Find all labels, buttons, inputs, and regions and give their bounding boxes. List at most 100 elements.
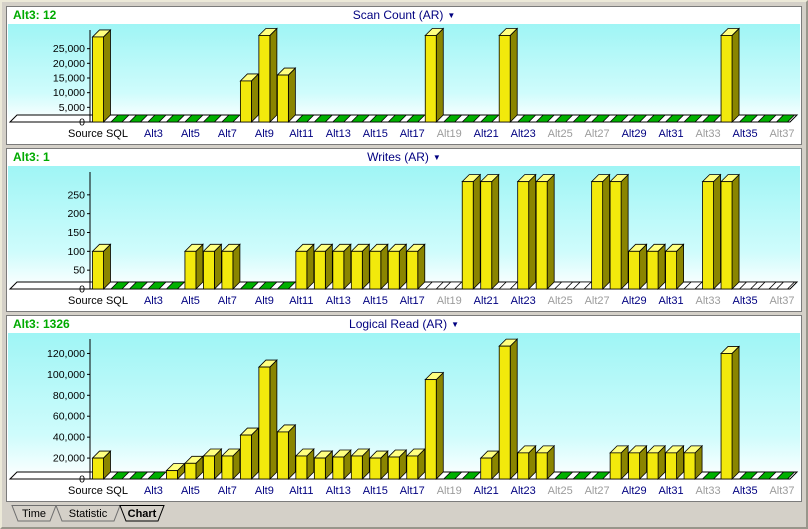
bar[interactable]	[479, 114, 500, 123]
bar[interactable]	[202, 448, 223, 480]
bar[interactable]	[350, 243, 371, 290]
bar[interactable]	[664, 114, 685, 123]
bar[interactable]	[165, 114, 186, 123]
bar[interactable]	[313, 114, 334, 123]
bar[interactable]	[110, 114, 130, 123]
bar[interactable]	[461, 471, 482, 480]
bar[interactable]	[257, 27, 278, 123]
bar[interactable]	[609, 444, 630, 480]
bar[interactable]	[165, 281, 186, 290]
bar[interactable]	[590, 114, 611, 123]
bar[interactable]	[183, 455, 204, 480]
tab-chart-label[interactable]: Chart	[128, 508, 157, 520]
bar[interactable]	[757, 281, 777, 290]
bar[interactable]	[424, 371, 445, 480]
bar[interactable]	[775, 114, 796, 123]
bar[interactable]	[128, 281, 149, 290]
bar[interactable]	[128, 114, 149, 123]
bar[interactable]	[590, 471, 611, 480]
bar[interactable]	[461, 114, 482, 123]
tab-chart[interactable]	[119, 505, 165, 522]
bar[interactable]	[664, 444, 685, 480]
bar[interactable]	[368, 114, 389, 123]
bar[interactable]	[146, 114, 167, 123]
bar[interactable]	[183, 114, 204, 123]
bar[interactable]	[405, 448, 426, 480]
bar[interactable]	[442, 471, 463, 480]
bar[interactable]	[627, 243, 648, 290]
bar[interactable]	[294, 114, 315, 123]
bar[interactable]	[331, 243, 352, 290]
bar[interactable]	[387, 114, 408, 123]
bar[interactable]	[535, 114, 556, 123]
tab-time[interactable]	[11, 505, 57, 522]
bar[interactable]	[146, 281, 167, 290]
bar[interactable]	[442, 114, 463, 123]
bar[interactable]	[498, 27, 519, 123]
bar[interactable]	[516, 173, 537, 290]
bar[interactable]	[609, 173, 630, 290]
bar[interactable]	[479, 173, 500, 290]
bar[interactable]	[442, 281, 463, 290]
bar[interactable]	[609, 114, 630, 123]
bar[interactable]	[91, 243, 112, 290]
bar[interactable]	[572, 281, 593, 290]
bar[interactable]	[257, 281, 278, 290]
bar[interactable]	[294, 243, 315, 290]
bar[interactable]	[683, 114, 704, 123]
bar[interactable]	[664, 243, 685, 290]
bar[interactable]	[572, 471, 593, 480]
bar[interactable]	[368, 243, 389, 290]
bar[interactable]	[350, 114, 371, 123]
bar[interactable]	[720, 173, 741, 290]
bar[interactable]	[683, 444, 704, 480]
bar[interactable]	[516, 114, 537, 123]
bar[interactable]	[479, 450, 500, 480]
bar[interactable]	[276, 281, 297, 290]
bar[interactable]	[165, 462, 186, 480]
bar[interactable]	[91, 450, 112, 480]
bar[interactable]	[146, 471, 167, 480]
bar[interactable]	[202, 243, 223, 290]
bar[interactable]	[220, 114, 241, 123]
bar[interactable]	[683, 281, 704, 290]
bar[interactable]	[757, 471, 777, 480]
bar[interactable]	[202, 114, 223, 123]
tab-statistic[interactable]	[55, 505, 121, 522]
bar[interactable]	[738, 114, 759, 123]
bar[interactable]	[646, 444, 667, 480]
bar[interactable]	[294, 448, 315, 480]
writes-title-dropdown[interactable]: Writes (AR) ▼	[7, 149, 801, 166]
bar[interactable]	[738, 471, 759, 480]
bar[interactable]	[313, 243, 334, 290]
bar[interactable]	[535, 173, 556, 290]
bar[interactable]	[424, 281, 445, 290]
bar[interactable]	[128, 471, 149, 480]
bar[interactable]	[276, 67, 297, 123]
bar[interactable]	[257, 359, 278, 480]
bar[interactable]	[775, 471, 796, 480]
bar[interactable]	[516, 444, 537, 480]
bar[interactable]	[461, 173, 482, 290]
bar[interactable]	[498, 281, 519, 290]
bar[interactable]	[535, 444, 556, 480]
logical-read-title-dropdown[interactable]: Logical Read (AR) ▼	[7, 316, 801, 333]
bar[interactable]	[553, 471, 574, 480]
logical-read-chart[interactable]: 120,000 100,000 80,000 60,000 40,000 20,000 0S…	[8, 333, 800, 501]
bar[interactable]	[313, 450, 334, 480]
bar[interactable]	[720, 345, 741, 480]
bar[interactable]	[405, 114, 426, 123]
bar[interactable]	[701, 114, 722, 123]
bar[interactable]	[239, 72, 260, 123]
bar[interactable]	[239, 427, 260, 480]
bar[interactable]	[738, 281, 759, 290]
tab-statistic-label[interactable]: Statistic	[69, 508, 108, 520]
bar[interactable]	[110, 471, 130, 480]
bar[interactable]	[220, 448, 241, 480]
bar[interactable]	[183, 243, 204, 290]
bar[interactable]	[572, 114, 593, 123]
bar[interactable]	[553, 114, 574, 123]
scan-count-title-dropdown[interactable]: Scan Count (AR) ▼	[7, 7, 801, 24]
bar[interactable]	[110, 281, 130, 290]
